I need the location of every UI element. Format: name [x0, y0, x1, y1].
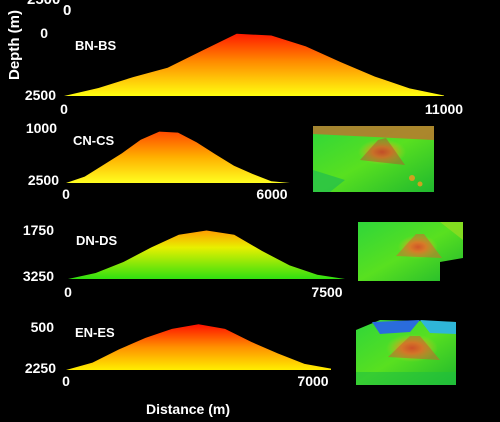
- profile-label-bn-bs: BN-BS: [75, 38, 116, 53]
- profile-label-cn-cs: CN-CS: [73, 133, 114, 148]
- x-tick-left-cn-cs: 0: [62, 186, 70, 202]
- profile-label-en-es: EN-ES: [75, 325, 115, 340]
- terrain-map-en-es: [356, 320, 456, 385]
- x-tick-left-en-es: 0: [62, 373, 70, 389]
- y-axis-title: Depth (m): [6, 10, 23, 80]
- x-tick-right-dn-ds: 7500: [311, 284, 342, 300]
- x-tick-left-bn-bs: 0: [60, 101, 68, 117]
- y-tick-top-cn-cs: 1000: [26, 120, 57, 136]
- profile-label-dn-ds: DN-DS: [76, 233, 117, 248]
- y-tick-bottom-cn-cs: 2500: [28, 172, 59, 188]
- x-tick-right-cn-cs: 6000: [256, 186, 287, 202]
- profile-dn-ds: DN-DS 1750 3250 0 7500: [23, 222, 345, 300]
- profile-cn-cs: CN-CS 1000 2500 0 6000: [26, 120, 290, 202]
- profile-area-bn-bs: [64, 33, 444, 96]
- y-tick-bottom-bn-bs: 2500: [25, 87, 56, 103]
- clipped-top-label-1: 2500: [27, 0, 60, 8]
- profile-area-cn-cs: [66, 131, 290, 183]
- terrain-map-dn-ds: [358, 222, 463, 281]
- y-tick-bottom-en-es: 2250: [25, 360, 56, 376]
- clipped-top-label-2: 0: [63, 2, 71, 19]
- y-tick-top-en-es: 500: [31, 319, 55, 335]
- x-tick-right-en-es: 7000: [297, 373, 328, 389]
- terrain-map-cn-cs: [313, 126, 434, 192]
- profile-area-dn-ds: [68, 230, 345, 279]
- x-axis-title: Distance (m): [146, 401, 230, 417]
- y-tick-top-dn-ds: 1750: [23, 222, 54, 238]
- profile-bn-bs: BN-BS 0 2500 0 11000: [25, 25, 463, 117]
- x-tick-right-bn-bs: 11000: [425, 101, 463, 117]
- y-tick-top-bn-bs: 0: [40, 25, 48, 41]
- y-tick-bottom-dn-ds: 3250: [23, 268, 54, 284]
- x-tick-left-dn-ds: 0: [64, 284, 72, 300]
- profile-en-es: EN-ES 500 2250 0 7000: [25, 319, 331, 389]
- profile-area-en-es: [66, 324, 331, 370]
